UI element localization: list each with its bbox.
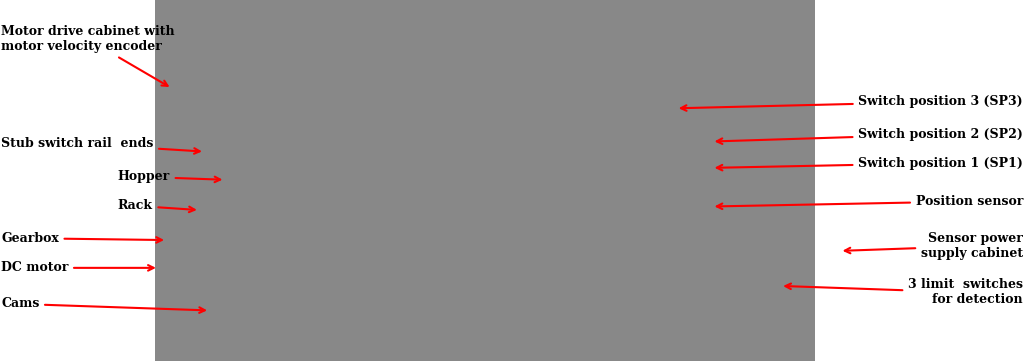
Bar (155, 0, 815, 361)
Text: 3 limit  switches
for detection: 3 limit switches for detection (785, 278, 1023, 306)
Text: Stub switch rail  ends: Stub switch rail ends (1, 137, 200, 154)
Text: Hopper: Hopper (118, 170, 220, 183)
Text: DC motor: DC motor (1, 261, 154, 274)
Text: Cams: Cams (1, 297, 205, 313)
Text: Switch position 1 (SP1): Switch position 1 (SP1) (717, 157, 1023, 170)
Text: Sensor power
supply cabinet: Sensor power supply cabinet (845, 232, 1023, 260)
Text: Gearbox: Gearbox (1, 232, 162, 245)
Text: Switch position 2 (SP2): Switch position 2 (SP2) (717, 128, 1023, 144)
Text: Rack: Rack (118, 199, 195, 212)
Text: Position sensor: Position sensor (717, 195, 1023, 209)
Text: Switch position 3 (SP3): Switch position 3 (SP3) (681, 95, 1023, 111)
Text: Motor drive cabinet with
motor velocity encoder: Motor drive cabinet with motor velocity … (1, 25, 175, 86)
